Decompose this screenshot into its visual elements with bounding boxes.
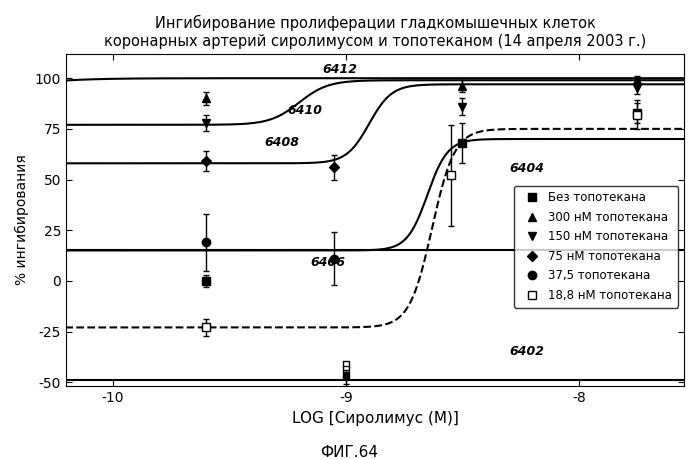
Title: Ингибирование пролиферации гладкомышечных клеток
коронарных артерий сиролимусом : Ингибирование пролиферации гладкомышечны…	[104, 15, 646, 49]
Text: 6406: 6406	[311, 256, 346, 269]
Text: 6402: 6402	[509, 345, 544, 358]
Text: 6408: 6408	[264, 136, 299, 149]
Y-axis label: % ингибирования: % ингибирования	[15, 155, 29, 285]
Text: 6404: 6404	[509, 162, 544, 175]
Text: ФИГ.64: ФИГ.64	[321, 445, 378, 459]
Text: 6410: 6410	[287, 104, 322, 117]
X-axis label: LOG [Сиролимус (М)]: LOG [Сиролимус (М)]	[291, 411, 459, 425]
Legend: Без топотекана, 300 нМ топотекана, 150 нМ топотекана, 75 нМ топотекана, 37,5 топ: Без топотекана, 300 нМ топотекана, 150 н…	[514, 185, 678, 308]
Text: 6412: 6412	[322, 63, 357, 76]
